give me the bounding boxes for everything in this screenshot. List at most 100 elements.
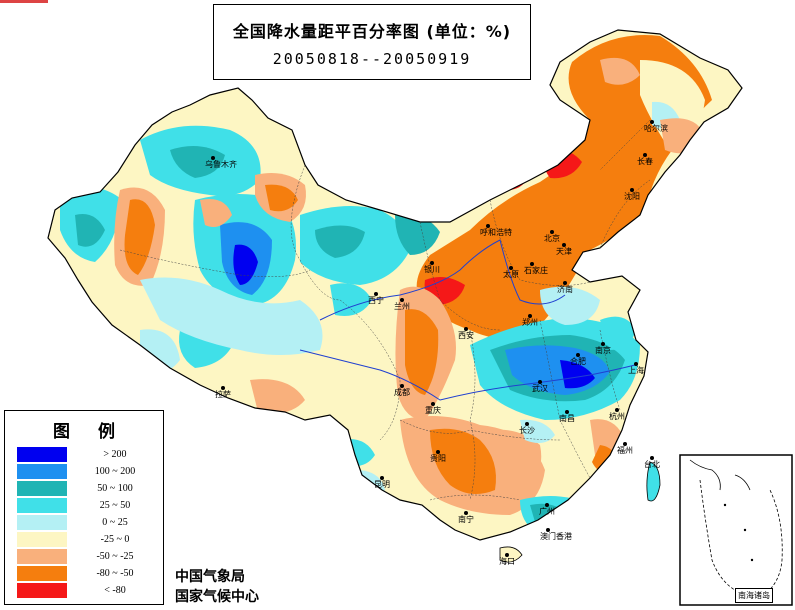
city-label: 南宁 [458, 515, 474, 524]
city-marker [530, 262, 534, 266]
legend-row: < -80 [17, 583, 157, 598]
legend-row: > 200 [17, 447, 157, 462]
legend-label: < -80 [104, 585, 126, 596]
legend-row: -50 ~ -25 [17, 549, 157, 564]
city-marker [545, 503, 549, 507]
city-marker [615, 408, 619, 412]
legend-row: -25 ~ 0 [17, 532, 157, 547]
city-label: 长春 [637, 157, 653, 166]
city-marker [400, 384, 404, 388]
city-marker [650, 120, 654, 124]
city-marker [562, 243, 566, 247]
city-marker [550, 230, 554, 234]
city-label: 南昌 [559, 414, 575, 423]
city-marker [431, 402, 435, 406]
legend-label: > 200 [103, 449, 127, 460]
legend-swatch [17, 447, 67, 462]
city-marker [563, 281, 567, 285]
map-title: 全国降水量距平百分率图 (单位：%) [232, 22, 512, 41]
legend-swatch [17, 515, 67, 530]
city-label: 台北 [644, 460, 660, 469]
city-marker [623, 442, 627, 446]
legend-swatch [17, 583, 67, 598]
city-marker [464, 511, 468, 515]
legend-row: -80 ~ -50 [17, 566, 157, 581]
city-marker [509, 266, 513, 270]
inset-label: 南海诸岛 [735, 588, 773, 603]
legend-label: -25 ~ 0 [100, 534, 130, 545]
legend-row: 50 ~ 100 [17, 481, 157, 496]
hainan-island [499, 546, 523, 563]
city-label: 拉萨 [215, 390, 231, 399]
city-marker [436, 450, 440, 454]
taiwan-island [646, 461, 661, 502]
legend: 图例 > 200 100 ~ 200 50 ~ 100 25 ~ 50 0 ~ 25 -2… [4, 410, 164, 605]
legend-label: 0 ~ 25 [102, 517, 128, 528]
city-label: 郑州 [522, 318, 538, 327]
city-label: 西安 [458, 331, 474, 340]
legend-title: 图例 [53, 422, 143, 442]
city-marker [565, 410, 569, 414]
legend-swatch [17, 481, 67, 496]
legend-swatch [17, 464, 67, 479]
city-label: 合肥 [570, 357, 586, 366]
legend-label: 100 ~ 200 [94, 466, 136, 477]
city-label: 天津 [556, 247, 572, 256]
legend-row: 0 ~ 25 [17, 515, 157, 530]
legend-row: 25 ~ 50 [17, 498, 157, 513]
city-marker [211, 156, 215, 160]
city-marker [525, 422, 529, 426]
city-label: 广州 [539, 507, 555, 516]
title-box: 全国降水量距平百分率图 (单位：%) 20050818--20050919 [213, 4, 531, 80]
city-marker [634, 362, 638, 366]
rivers [299, 239, 636, 401]
city-marker [528, 314, 532, 318]
legend-row: 100 ~ 200 [17, 464, 157, 479]
city-label: 昆明 [374, 480, 390, 489]
city-marker [505, 553, 509, 557]
legend-swatch [17, 498, 67, 513]
city-marker [546, 528, 550, 532]
city-marker [221, 386, 225, 390]
city-label: 贵阳 [430, 454, 446, 463]
city-label: 南京 [595, 346, 611, 355]
city-label: 上海 [628, 366, 644, 375]
city-label: 兰州 [394, 302, 410, 311]
city-label: 石家庄 [524, 266, 548, 275]
legend-swatch [17, 549, 67, 564]
city-label: 武汉 [532, 384, 548, 393]
city-label: 海口 [499, 557, 515, 566]
province-borders [119, 119, 651, 501]
city-marker [464, 327, 468, 331]
corner-mark [0, 0, 48, 3]
city-label: 沈阳 [624, 192, 640, 201]
agency-line-2: 国家气候中心 [175, 589, 259, 605]
map-period: 20050818--20050919 [272, 50, 472, 68]
city-marker [430, 261, 434, 265]
city-label: 福州 [617, 446, 633, 455]
city-label: 北京 [544, 234, 560, 243]
legend-label: 50 ~ 100 [97, 483, 133, 494]
city-label: 成都 [394, 388, 410, 397]
city-label: 澳门香港 [540, 532, 572, 541]
city-marker [380, 476, 384, 480]
city-marker [601, 342, 605, 346]
city-label: 太原 [503, 270, 519, 279]
legend-swatch [17, 566, 67, 581]
city-label: 呼和浩特 [480, 228, 512, 237]
city-marker [374, 292, 378, 296]
city-label: 西宁 [368, 296, 384, 305]
legend-swatch [17, 532, 67, 547]
city-label: 银川 [424, 265, 440, 274]
city-marker [538, 380, 542, 384]
city-marker [643, 153, 647, 157]
legend-label: 25 ~ 50 [99, 500, 131, 511]
city-marker [650, 456, 654, 460]
legend-label: -50 ~ -25 [96, 551, 134, 562]
legend-label: -80 ~ -50 [96, 568, 134, 579]
city-label: 杭州 [609, 412, 625, 421]
city-marker [486, 224, 490, 228]
city-marker [630, 188, 634, 192]
city-label: 哈尔滨 [644, 124, 668, 133]
city-marker [400, 298, 404, 302]
